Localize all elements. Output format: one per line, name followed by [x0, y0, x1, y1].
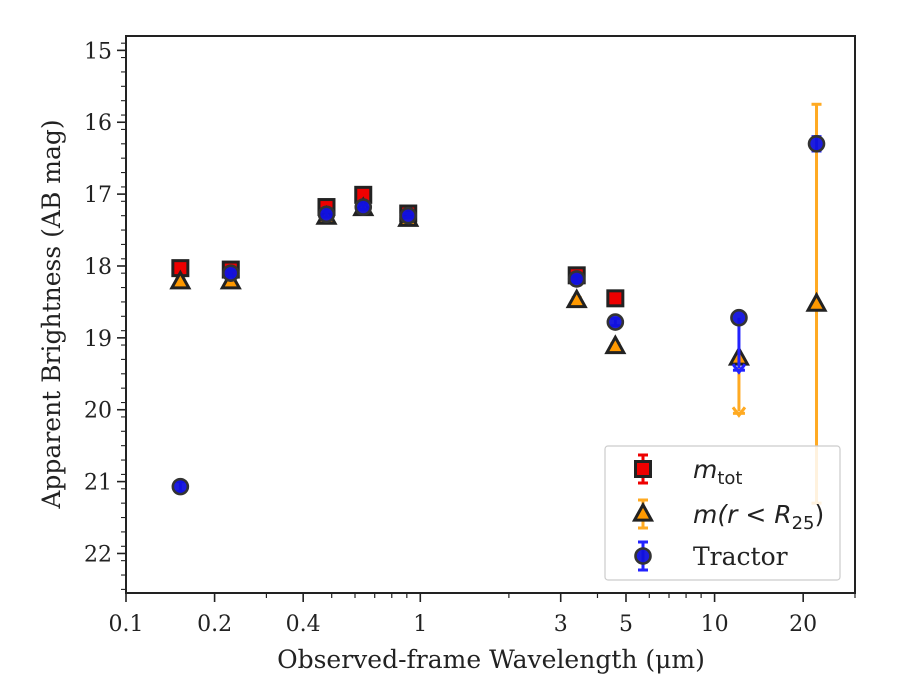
- triangle-marker: [169, 269, 192, 290]
- data-point: [399, 206, 418, 225]
- y-tick-label: 16: [84, 111, 112, 136]
- x-tick-label: 20: [789, 612, 817, 637]
- triangle-marker: [604, 334, 627, 355]
- axes: 0.1 0.2 0.4 1 3 5 10 20 15 16 17 18 19 20 21 22: [84, 35, 856, 637]
- data-point: [354, 198, 373, 216]
- y-tick-label: 19: [84, 327, 112, 352]
- x-tick-label: 0.1: [109, 612, 144, 637]
- x-tick-label: 3: [554, 612, 568, 637]
- data-point: [730, 308, 748, 375]
- chart-marks: [169, 102, 828, 505]
- plot-frame: [125, 35, 856, 594]
- square-marker: [606, 289, 625, 308]
- y-tick-label: 21: [84, 471, 112, 496]
- x-tick-label: 0.2: [197, 612, 232, 637]
- circle-marker: [171, 477, 190, 496]
- legend-item: Tractor: [634, 540, 788, 572]
- circle-marker: [634, 547, 652, 565]
- triangle-marker: [631, 501, 655, 522]
- legend-label: mtot: [693, 455, 743, 489]
- y-axis-title: Apparent Brightness (AB mag): [37, 119, 66, 509]
- y-tick-label: 17: [84, 183, 112, 208]
- series-circle: [171, 135, 826, 496]
- data-point: [606, 313, 625, 331]
- circle-marker: [807, 135, 826, 153]
- upper-limit-arrow: [731, 363, 747, 375]
- upper-limit-arrow: [731, 406, 747, 418]
- circle-marker: [221, 264, 240, 282]
- data-point: [565, 288, 588, 309]
- data-point: [171, 477, 190, 496]
- legend: mtot m(r < R25) Tractor: [604, 445, 841, 581]
- circle-marker: [567, 270, 586, 288]
- x-axis-title: Observed-frame Wavelength (μm): [277, 645, 705, 674]
- circle-marker: [354, 198, 373, 216]
- data-point: [805, 102, 828, 505]
- y-tick-label: 20: [84, 399, 112, 424]
- data-point: [604, 334, 627, 355]
- circle-marker: [606, 313, 625, 331]
- x-tick-label: 1: [413, 612, 427, 637]
- y-tick-label: 22: [84, 542, 112, 567]
- x-tick-label: 0.4: [286, 612, 321, 637]
- square-marker: [634, 460, 652, 478]
- y-tick-label: 18: [84, 255, 112, 280]
- data-point: [169, 269, 192, 290]
- circle-marker: [730, 308, 748, 327]
- triangle-marker: [565, 288, 588, 309]
- x-tick-label: 10: [701, 612, 729, 637]
- legend-label: Tractor: [693, 542, 788, 571]
- data-point: [171, 259, 190, 278]
- data-point: [807, 135, 826, 153]
- series-triangle: [169, 102, 828, 505]
- x-tick-label: 5: [619, 612, 633, 637]
- legend-label: m(r < R25): [693, 500, 824, 534]
- legend-box: [604, 445, 841, 581]
- data-point: [606, 289, 625, 308]
- circle-marker: [399, 206, 418, 225]
- data-point: [317, 205, 336, 224]
- data-point: [567, 270, 586, 288]
- legend-item: m(r < R25): [631, 498, 824, 534]
- circle-marker: [317, 205, 336, 224]
- legend-item: mtot: [634, 453, 743, 489]
- y-tick-label: 15: [84, 39, 112, 64]
- data-point: [221, 264, 240, 282]
- triangle-marker: [805, 291, 828, 312]
